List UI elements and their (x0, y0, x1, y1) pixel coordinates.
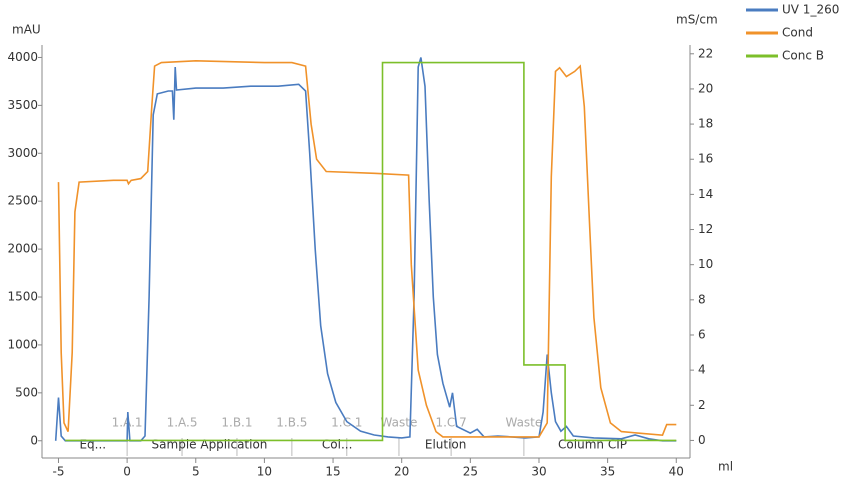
series-line (54, 57, 677, 442)
x-tick-label: 10 (257, 465, 272, 479)
y2-tick-label: 6 (698, 327, 706, 341)
y-tick-label: 2000 (7, 242, 38, 256)
y2-tick-label: 22 (698, 46, 713, 60)
y2-tick-label: 0 (698, 433, 706, 447)
y2-axis-label: mS/cm (676, 13, 718, 27)
phase-label: Elution (425, 438, 467, 452)
legend-label: Cond (782, 26, 813, 40)
x-tick-label: 0 (123, 465, 131, 479)
fraction-label: 1.B.1 (221, 416, 252, 430)
x-tick-label: 25 (463, 465, 478, 479)
x-tick-label: -5 (52, 465, 64, 479)
y-tick-label: 500 (15, 385, 38, 399)
y-tick-label: 3000 (7, 146, 38, 160)
x-axis-label: ml (718, 460, 733, 474)
y2-tick-label: 10 (698, 257, 713, 271)
y-axis-label: mAU (12, 23, 41, 37)
x-tick-label: 5 (192, 465, 200, 479)
fraction-label: 1.A.5 (167, 416, 198, 430)
y2-tick-label: 16 (698, 152, 713, 166)
y2-tick-label: 2 (698, 398, 706, 412)
x-tick-label: 40 (669, 465, 684, 479)
fraction-label: Waste (505, 416, 542, 430)
y2-tick-label: 14 (698, 187, 713, 201)
x-tick-label: 20 (394, 465, 409, 479)
y-tick-label: 4000 (7, 50, 38, 64)
fraction-label: 1.C.7 (435, 416, 466, 430)
x-tick-label: 35 (600, 465, 615, 479)
y-tick-label: 0 (30, 433, 38, 447)
y-tick-label: 1000 (7, 337, 38, 351)
y2-tick-label: 18 (698, 117, 713, 131)
y2-tick-label: 12 (698, 222, 713, 236)
y-tick-label: 3500 (7, 98, 38, 112)
y-tick-label: 1500 (7, 290, 38, 304)
y-tick-label: 2500 (7, 194, 38, 208)
legend-label: UV 1_260 (782, 3, 839, 17)
series-line (57, 59, 677, 438)
series-line (65, 61, 677, 442)
legend-label: Conc B (782, 49, 824, 63)
fraction-label: Waste (381, 416, 418, 430)
x-tick-label: 30 (531, 465, 546, 479)
fraction-label: 1.B.5 (276, 416, 307, 430)
x-tick-label: 15 (325, 465, 340, 479)
y2-tick-label: 4 (698, 363, 706, 377)
y2-tick-label: 8 (698, 292, 706, 306)
y2-tick-label: 20 (698, 81, 713, 95)
